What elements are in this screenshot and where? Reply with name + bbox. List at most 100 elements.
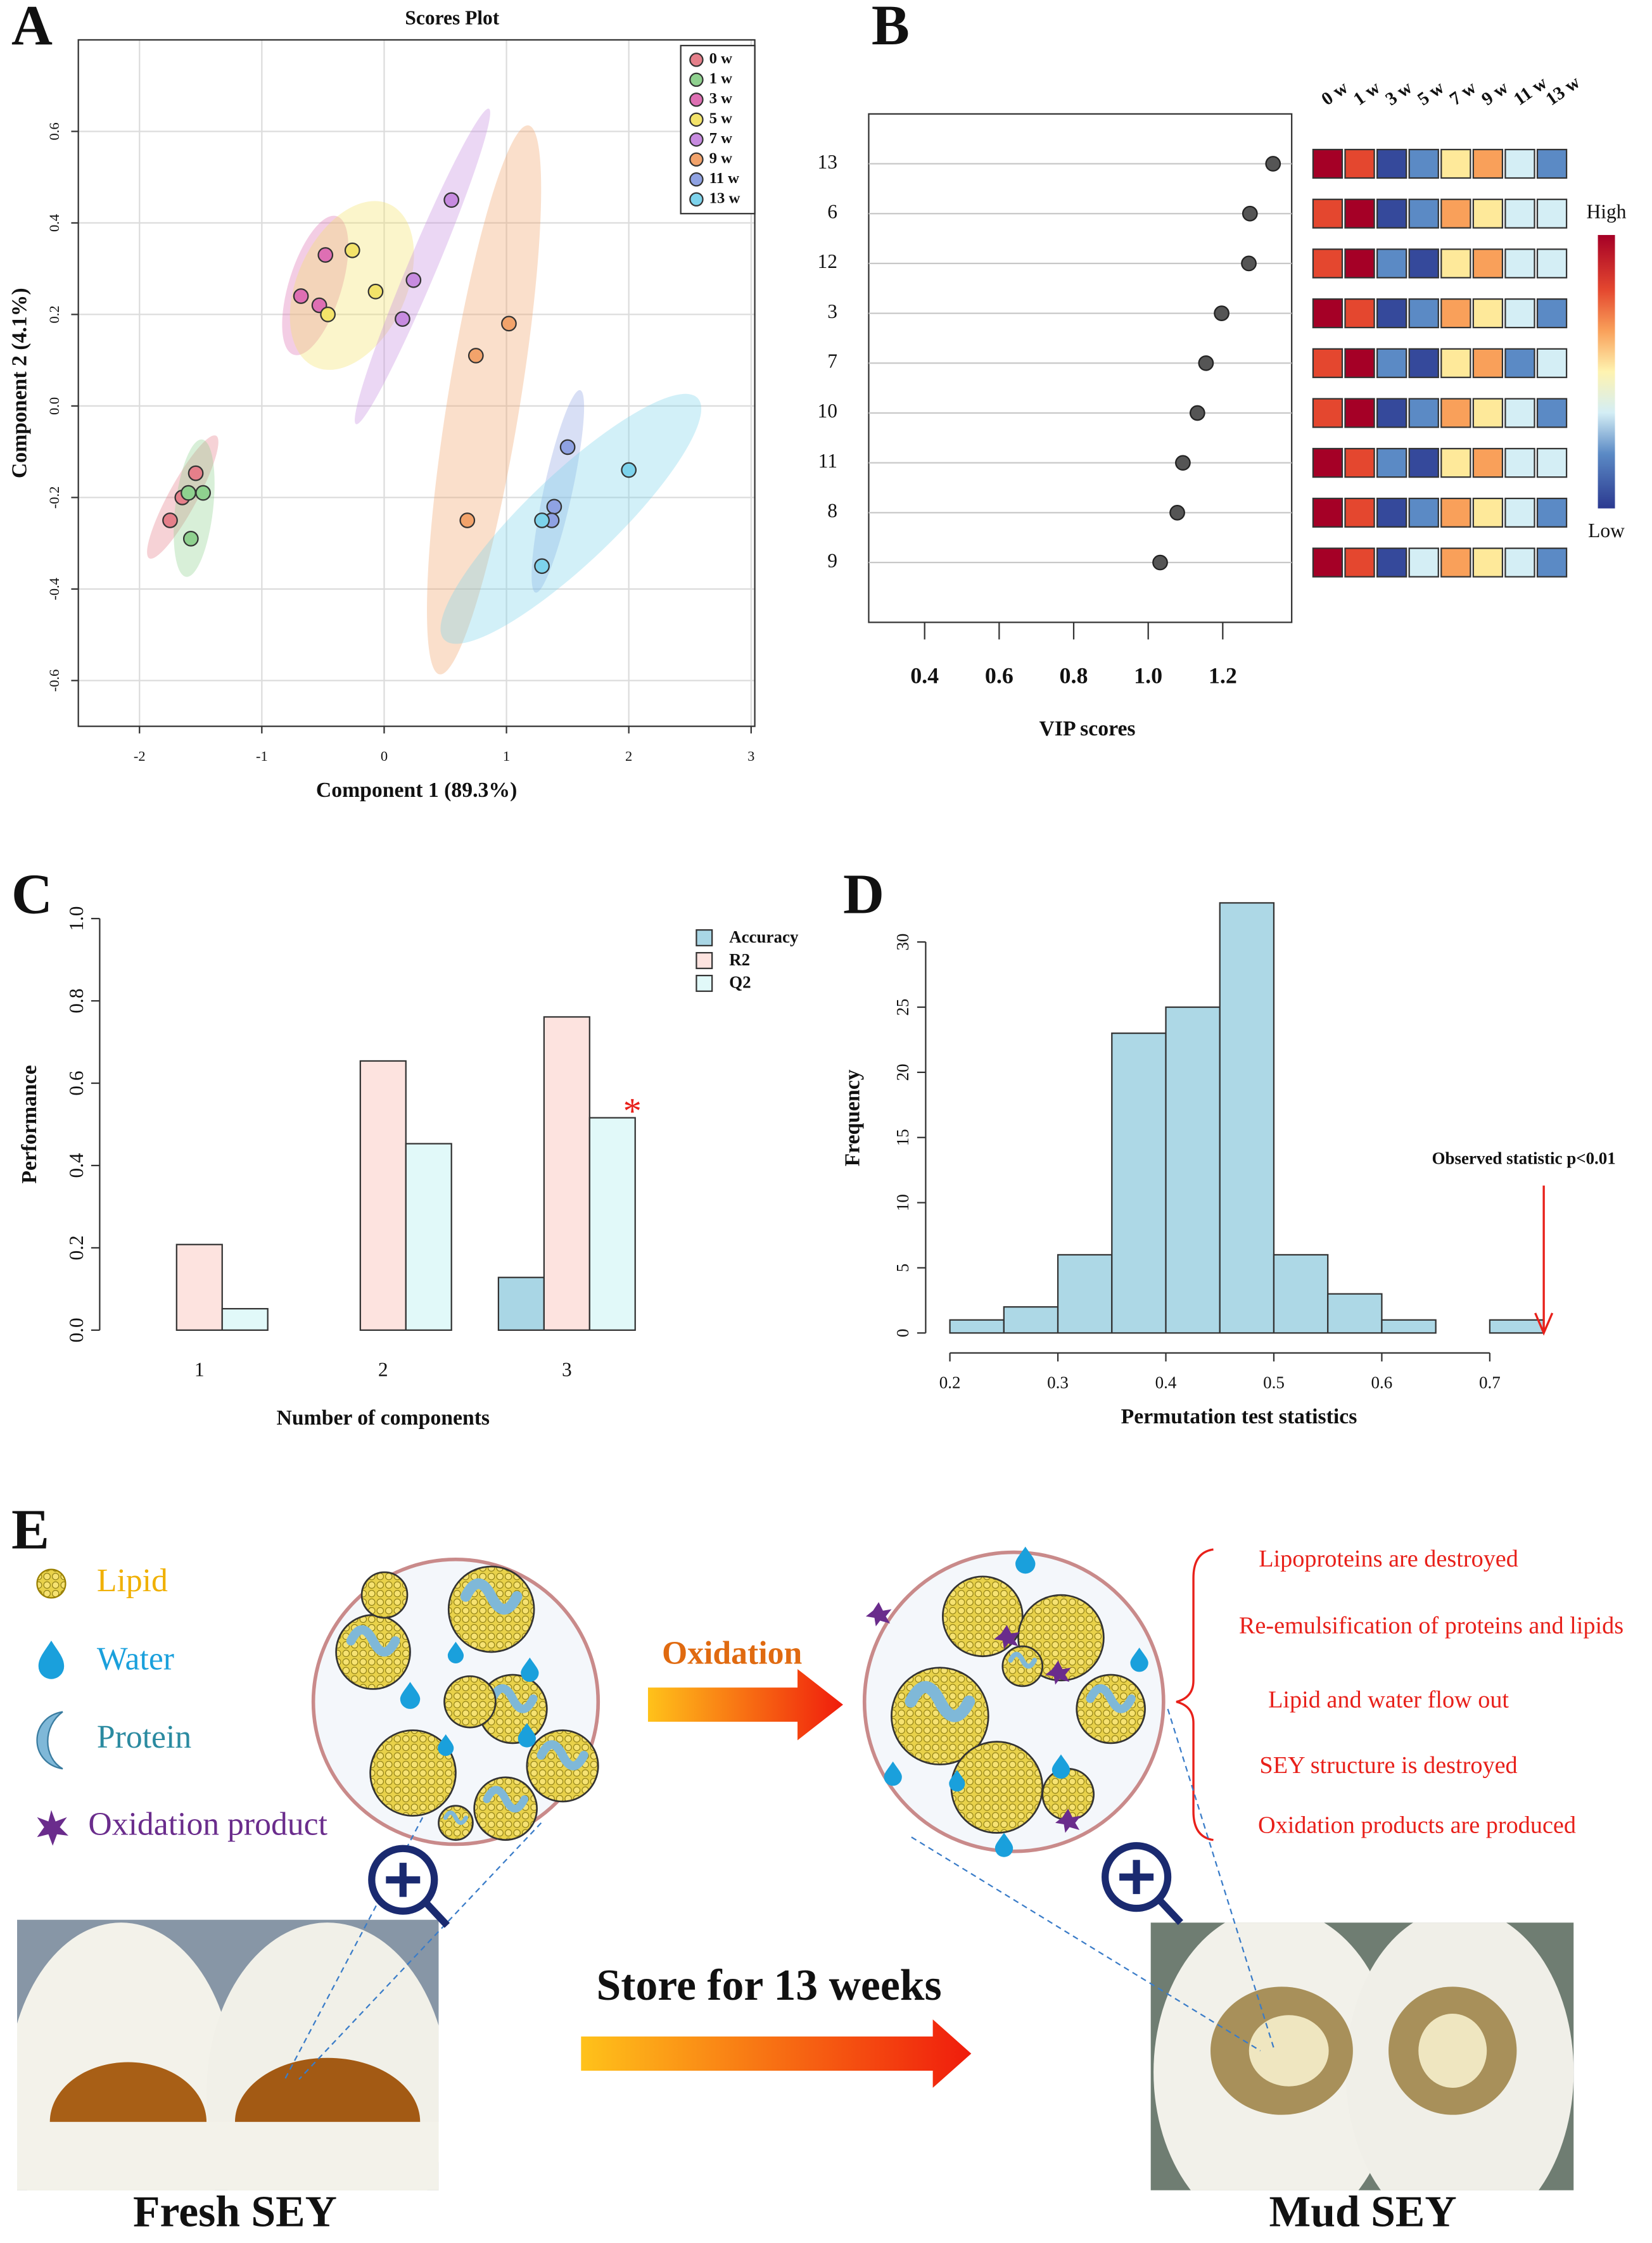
x-tick-label: 3: [747, 748, 754, 764]
heatmap-cell: [1536, 248, 1568, 279]
heatmap-cell: [1344, 398, 1375, 428]
magnifier: [368, 1842, 1183, 1928]
legend-swatch: [689, 53, 704, 67]
heatmap-cell: [1408, 248, 1439, 279]
heatmap-cell: [1440, 398, 1471, 428]
water-drop: [1130, 1648, 1148, 1672]
heatmap-cell: [1536, 497, 1568, 528]
legend-label: Protein: [97, 1719, 191, 1755]
heatmap-cell: [1472, 198, 1504, 229]
protein-icon: [36, 1711, 63, 1770]
point: [534, 558, 550, 575]
point: [187, 465, 204, 481]
heatmap-cell: [1344, 448, 1375, 478]
legend-swatch: [689, 112, 704, 127]
legend-swatch: [689, 192, 704, 207]
point: [367, 283, 384, 300]
y-tick-label: 25: [893, 999, 912, 1016]
heatmap-cell: [1472, 547, 1504, 578]
panel-letter: E: [11, 1498, 49, 1561]
legend-label: Lipid: [97, 1563, 168, 1599]
protein-strand: [905, 1681, 975, 1722]
x-tick-label: 0.7: [1479, 1373, 1501, 1392]
heatmap-cell: [1440, 348, 1471, 378]
lens-handle: [423, 1900, 450, 1928]
dot: [1241, 255, 1257, 272]
protein-strand: [460, 1578, 523, 1615]
y-tick-label: 9: [827, 549, 837, 571]
x-tick-label: 1: [194, 1358, 205, 1380]
heatmap-cell: [1344, 248, 1375, 279]
panel-letter: B: [872, 0, 910, 57]
heatmap-cell: [1408, 497, 1439, 528]
heatmap-cell: [1344, 547, 1375, 578]
heatmap-cell: [1312, 448, 1344, 478]
heatmap-cell: [1472, 448, 1504, 478]
point: [162, 512, 178, 528]
legend-label: Oxidation product: [88, 1806, 327, 1842]
water-drop: [518, 1723, 537, 1748]
heatmap-cell: [1312, 398, 1344, 428]
y-tick-label: 0.0: [65, 1318, 87, 1342]
heatmap-cell: [1536, 298, 1568, 329]
water-drop: [438, 1734, 454, 1757]
heatmap-cell: [1440, 198, 1471, 229]
heatmap-cell: [1472, 298, 1504, 329]
zoom-line: [298, 1822, 542, 2080]
x-axis-label: Component 1 (89.3%): [316, 778, 518, 802]
heatmap-cell: [1312, 348, 1344, 378]
fresh-photo: [16, 1919, 439, 2190]
point: [534, 512, 550, 528]
y-tick-label: -0.4: [46, 578, 62, 600]
y-tick-label: 0.4: [46, 214, 62, 232]
heatmap-cell: [1376, 198, 1407, 229]
heatmap-cell: [1536, 547, 1568, 578]
heatmap-cell: [1472, 348, 1504, 378]
x-tick-label: 1.0: [1134, 663, 1162, 688]
point: [459, 512, 476, 528]
heatmap-cell: [1376, 448, 1407, 478]
y-tick-label: 15: [893, 1129, 912, 1146]
bar: [1165, 1006, 1221, 1334]
lipoprotein: [335, 1614, 411, 1690]
bar: [543, 1016, 590, 1331]
heatmap-cell: [1504, 448, 1535, 478]
chart-title: Scores Plot: [405, 7, 499, 29]
heatmap-cell: [1536, 198, 1568, 229]
process-label: Oxidation: [662, 1636, 802, 1672]
yolk: [234, 2057, 421, 2122]
confidence-ellipse: [355, 108, 490, 424]
legend-label: 0 w: [709, 50, 733, 67]
water-drop: [447, 1641, 464, 1663]
y-tick-label: 12: [818, 250, 837, 272]
water-drop: [949, 1770, 965, 1792]
legend-label: Q2: [729, 973, 751, 992]
annotation: Observed statistic p<0.01: [1432, 1148, 1615, 1167]
y-tick-label: 0.4: [65, 1153, 87, 1178]
x-tick-label: 1: [503, 748, 510, 764]
y-tick-label: 7: [827, 350, 837, 372]
x-tick-label: -2: [134, 748, 146, 764]
point: [621, 462, 637, 478]
x-tick-label: 0.4: [1155, 1373, 1177, 1392]
heatmap-cell: [1376, 348, 1407, 378]
heatmap-cell: [1440, 148, 1471, 179]
heatmap-cell: [1376, 398, 1407, 428]
effect: Re-emulsification of proteins and lipids: [1239, 1613, 1623, 1639]
bar: [1111, 1033, 1167, 1334]
protein-strand: [443, 1810, 469, 1826]
y-tick-label: 3: [827, 300, 837, 322]
legend-swatch: [689, 132, 704, 147]
legend-label: 1 w: [709, 70, 733, 87]
dot: [1152, 554, 1168, 571]
brace: [1176, 1548, 1214, 1841]
column-label: 5 w: [1414, 77, 1448, 110]
bar: [1327, 1293, 1383, 1334]
protein-strand: [346, 1625, 400, 1657]
heatmap-cell: [1472, 398, 1504, 428]
bar: [175, 1243, 223, 1331]
heatmap-cell: [1344, 148, 1375, 179]
x-tick-label: 0.5: [1263, 1373, 1285, 1392]
heatmap-cell: [1376, 248, 1407, 279]
point: [182, 531, 199, 547]
